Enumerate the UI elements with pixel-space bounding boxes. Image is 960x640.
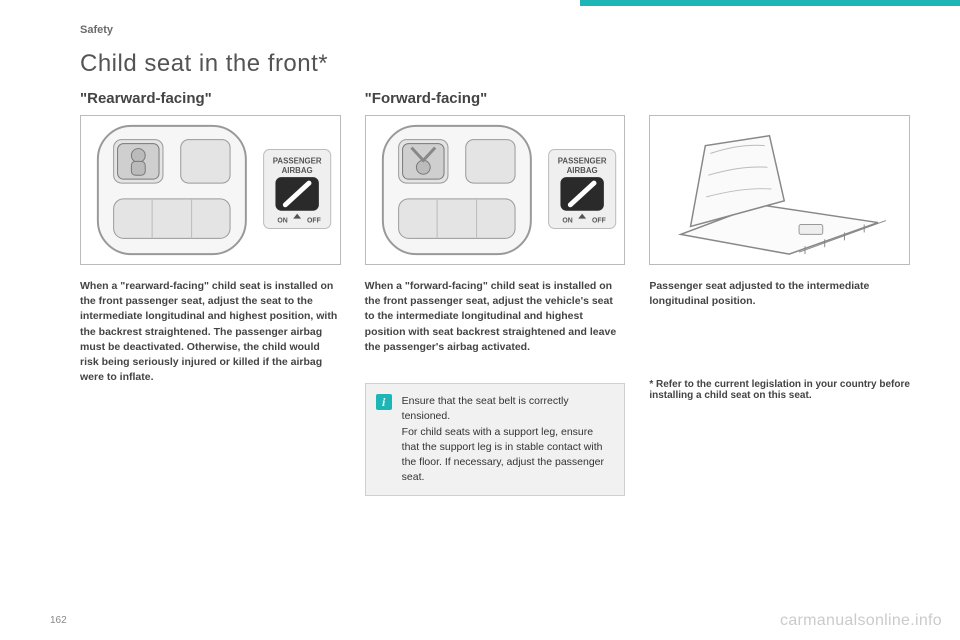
svg-text:AIRBAG: AIRBAG: [282, 166, 313, 175]
subhead-rearward: "Rearward-facing": [80, 90, 341, 107]
watermark: carmanualsonline.info: [780, 612, 942, 630]
forward-svg: PASSENGER AIRBAG ON OFF: [366, 116, 625, 264]
column-seat: . Passenger seat ad: [649, 90, 910, 496]
section-label: Safety: [80, 24, 910, 36]
body-forward: When a "forward-facing" child seat is in…: [365, 279, 626, 355]
page-title: Child seat in the front*: [80, 50, 910, 78]
content-columns: "Rearward-facing": [80, 90, 910, 496]
figure-rearward: PASSENGER AIRBAG ON OFF: [80, 115, 341, 265]
manual-page: Safety Child seat in the front* "Rearwar…: [0, 0, 960, 640]
seat-svg: [650, 116, 909, 264]
svg-text:OFF: OFF: [307, 218, 321, 225]
column-forward: "Forward-facing" PASSENGER AIRBA: [365, 90, 626, 496]
info-icon: i: [376, 394, 392, 410]
svg-text:OFF: OFF: [592, 218, 606, 225]
page-number: 162: [50, 615, 67, 626]
info-box: i Ensure that the seat belt is correctly…: [365, 383, 626, 496]
svg-text:AIRBAG: AIRBAG: [566, 166, 597, 175]
svg-text:ON: ON: [277, 218, 287, 225]
subhead-forward: "Forward-facing": [365, 90, 626, 107]
footnote: * Refer to the current legislation in yo…: [649, 379, 910, 401]
figure-seat: [649, 115, 910, 265]
body-seat: Passenger seat adjusted to the intermedi…: [649, 279, 910, 309]
svg-text:PASSENGER: PASSENGER: [273, 156, 322, 165]
rearward-svg: PASSENGER AIRBAG ON OFF: [81, 116, 340, 264]
body-rearward: When a "rearward-facing" child seat is i…: [80, 279, 341, 386]
column-rearward: "Rearward-facing": [80, 90, 341, 496]
info-text: Ensure that the seat belt is correctly t…: [402, 394, 613, 485]
svg-text:ON: ON: [562, 218, 572, 225]
svg-text:PASSENGER: PASSENGER: [557, 156, 606, 165]
accent-bar: [580, 0, 960, 6]
figure-forward: PASSENGER AIRBAG ON OFF: [365, 115, 626, 265]
